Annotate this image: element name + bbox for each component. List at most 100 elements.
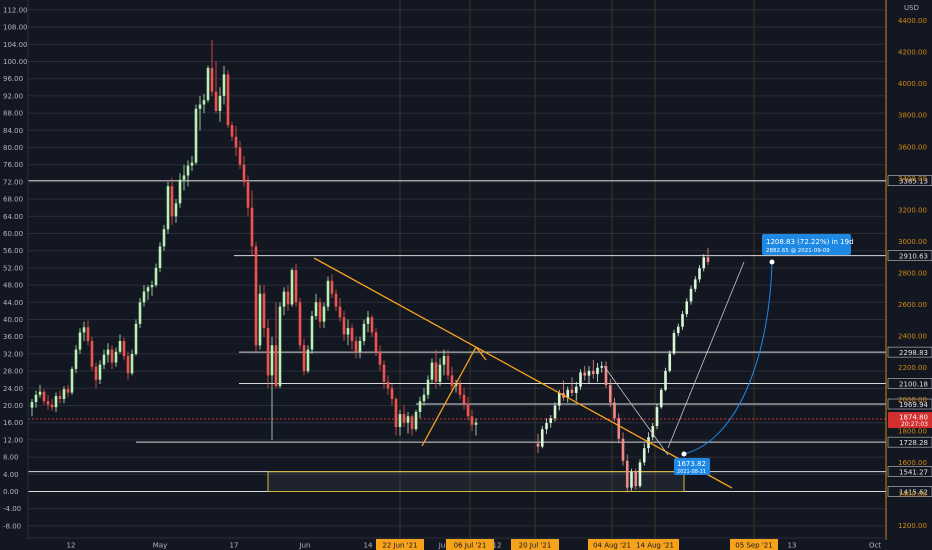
down-candle — [238, 147, 242, 165]
up-candle — [282, 291, 286, 307]
arrow-line — [603, 365, 669, 456]
left-axis-tick: 104.00 — [3, 41, 28, 49]
x-axis-highlight — [631, 539, 679, 550]
up-candle — [326, 280, 330, 307]
arrow-line — [667, 261, 745, 449]
up-candle — [98, 364, 102, 380]
left-axis-tick: 52.00 — [3, 264, 23, 272]
up-candle — [34, 394, 38, 403]
x-axis-label: May — [153, 542, 167, 550]
down-candle — [625, 460, 629, 488]
bright-candles — [536, 247, 710, 493]
projection-start-point — [681, 451, 687, 457]
x-axis-highlight — [376, 539, 424, 550]
up-candle — [362, 323, 366, 341]
down-candle — [58, 396, 62, 400]
up-candle — [194, 108, 198, 163]
up-candle — [414, 411, 418, 430]
right-axis-tick: 3800.00 — [898, 112, 927, 120]
x-axis-label: 12 — [67, 542, 76, 550]
up-candle — [186, 165, 190, 176]
down-candle — [330, 280, 334, 294]
up-candle — [685, 301, 689, 315]
up-candle — [70, 368, 74, 393]
up-candle — [681, 314, 684, 327]
down-candle — [410, 416, 414, 430]
down-candle — [266, 328, 270, 376]
up-candle — [278, 306, 282, 387]
down-candle — [462, 394, 466, 404]
right-axis-tick: 2000.00 — [898, 396, 927, 404]
up-candle — [474, 422, 478, 425]
left-axis-tick: 96.00 — [3, 75, 23, 83]
level-badge — [887, 486, 932, 497]
up-candle — [651, 426, 655, 438]
up-candle — [668, 353, 672, 371]
left-axis-tick: 80.00 — [3, 144, 23, 152]
down-candle — [470, 416, 474, 425]
down-candle — [226, 74, 230, 126]
projection-end-line2: 2882.65 @ 2021-09-09 — [766, 248, 830, 254]
left-axis-tick: -4.00 — [3, 505, 21, 513]
up-candle — [190, 162, 194, 166]
up-candle — [306, 349, 310, 372]
up-candle — [206, 67, 210, 101]
up-candle — [454, 384, 458, 387]
up-candle — [398, 414, 402, 427]
up-candle — [54, 396, 58, 408]
up-candle — [30, 402, 34, 408]
level-label: 1969.94 — [899, 401, 928, 409]
up-candle — [346, 328, 350, 335]
up-candle — [202, 100, 206, 105]
up-candle — [114, 351, 118, 363]
down-candle — [382, 364, 386, 382]
projection-end-point — [769, 259, 775, 265]
left-axis-tick: 36.00 — [3, 333, 23, 341]
x-axis-label: 06 Jul '21 — [454, 542, 487, 550]
rising-trendline — [421, 346, 477, 447]
left-axis-tick: 12.00 — [3, 436, 23, 444]
left-axis-tick: 40.00 — [3, 316, 23, 324]
right-axis-tick: 1200.00 — [898, 522, 927, 530]
left-axis-tick: 100.00 — [3, 58, 28, 66]
x-axis-label: 14 — [364, 542, 373, 550]
up-candle — [106, 349, 110, 355]
up-candle — [222, 74, 226, 96]
down-candle — [334, 293, 338, 307]
down-candle — [246, 181, 250, 208]
up-candle — [290, 270, 294, 305]
level-label: 1728.28 — [899, 439, 928, 447]
down-candle — [230, 125, 234, 137]
projection-path — [683, 261, 773, 455]
up-candle — [664, 370, 667, 390]
down-candle — [706, 257, 710, 262]
down-candle — [214, 91, 218, 111]
down-candle — [446, 356, 450, 376]
down-candle — [570, 389, 574, 393]
x-axis-label: 17 — [230, 542, 239, 550]
up-candle — [158, 246, 162, 268]
up-candle — [642, 448, 646, 463]
up-candle — [62, 389, 66, 400]
up-candle — [142, 291, 146, 303]
left-axis-tick: 8.00 — [3, 454, 19, 462]
up-candle — [82, 327, 86, 333]
up-candle — [198, 104, 202, 109]
left-axis-tick: -8.00 — [3, 522, 21, 530]
down-candle — [350, 328, 354, 341]
down-candle — [234, 136, 238, 148]
up-candle — [553, 405, 557, 419]
left-axis-tick: 112.00 — [3, 6, 28, 14]
up-candle — [545, 422, 548, 430]
up-candle — [549, 418, 553, 423]
down-candle — [50, 404, 54, 408]
up-candle — [358, 341, 362, 352]
level-label: 2910.63 — [899, 253, 928, 261]
projection-end-line1: 1208.83 (72.22%) in 19d — [766, 238, 854, 246]
up-candle — [655, 407, 659, 427]
down-candle — [318, 302, 322, 322]
down-candle — [583, 372, 587, 376]
down-candle — [298, 302, 302, 346]
left-axis-tick: 92.00 — [3, 92, 23, 100]
